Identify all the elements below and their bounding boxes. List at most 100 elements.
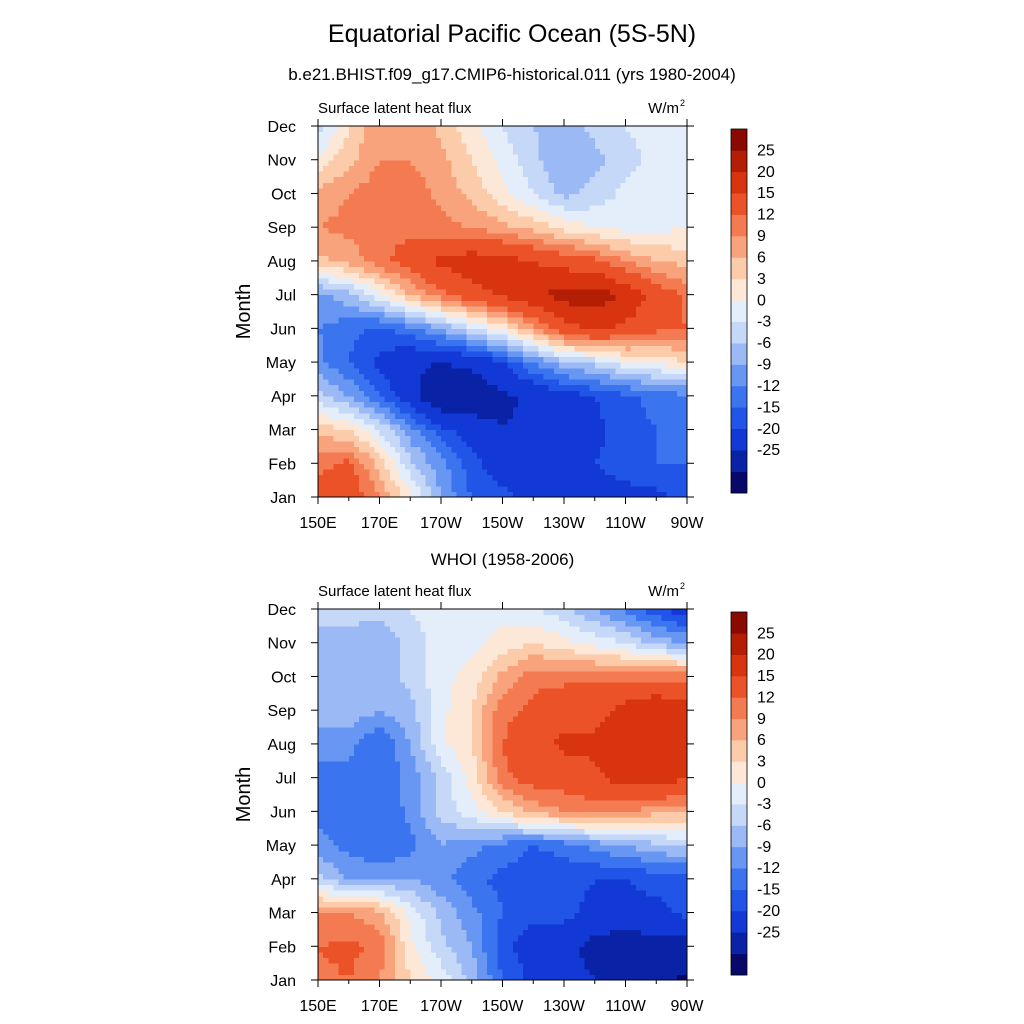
heatmap-cell	[569, 294, 575, 301]
heatmap-cell	[599, 244, 606, 251]
heatmap-cell	[507, 974, 514, 981]
heatmap-cell	[451, 395, 457, 403]
heatmap-cell	[671, 126, 678, 133]
heatmap-cell	[512, 215, 519, 223]
heatmap-cell	[471, 148, 478, 155]
heatmap-cell	[630, 131, 637, 138]
heatmap-cell	[430, 373, 437, 380]
heatmap-cell	[384, 356, 391, 363]
heatmap-cell	[517, 390, 524, 397]
heatmap-cell	[661, 474, 668, 481]
heatmap-cell	[548, 311, 555, 318]
heatmap-cell	[651, 170, 657, 178]
heatmap-cell	[456, 463, 463, 470]
heatmap-cell	[369, 277, 375, 284]
heatmap-cell	[558, 390, 565, 397]
heatmap-cell	[502, 390, 509, 397]
heatmap-cell	[584, 440, 591, 448]
heatmap-cell	[405, 384, 411, 391]
heatmap-cell	[646, 215, 652, 223]
heatmap-cell	[400, 182, 406, 189]
heatmap-cell	[492, 418, 498, 425]
heatmap-cell	[333, 367, 340, 374]
heatmap-cell	[318, 170, 324, 178]
heatmap-cell	[497, 367, 504, 374]
heatmap-cell	[492, 373, 498, 380]
heatmap-cell	[533, 182, 539, 189]
heatmap-cell	[589, 283, 596, 290]
heatmap-cell	[471, 289, 478, 296]
heatmap-cell	[620, 968, 627, 975]
heatmap-cell	[369, 317, 375, 324]
heatmap-cell	[410, 249, 416, 256]
heatmap-cell	[640, 193, 647, 200]
heatmap-cell	[348, 272, 355, 279]
heatmap-cell	[625, 238, 632, 245]
heatmap-cell	[533, 148, 539, 155]
heatmap-cell	[553, 199, 560, 206]
heatmap-cell	[492, 968, 498, 975]
heatmap-cell	[318, 272, 324, 279]
heatmap-cell	[487, 232, 493, 240]
heatmap-cell	[666, 244, 673, 251]
heatmap-cell	[461, 131, 468, 138]
heatmap-cell	[482, 395, 488, 403]
heatmap-cell	[338, 215, 345, 223]
heatmap-cell	[318, 457, 324, 464]
heatmap-cell	[569, 148, 575, 155]
heatmap-cell	[441, 339, 447, 346]
heatmap-cell	[461, 159, 468, 166]
heatmap-cell	[635, 373, 642, 380]
heatmap-cell	[374, 968, 381, 975]
heatmap-cell	[318, 440, 324, 448]
heatmap-cell	[364, 232, 370, 240]
heatmap-cell	[441, 345, 447, 352]
heatmap-cell	[599, 154, 606, 161]
heatmap-cell	[374, 289, 381, 296]
heatmap-cell	[394, 367, 401, 374]
heatmap-cell	[620, 300, 627, 307]
heatmap-cell	[497, 289, 504, 296]
heatmap-cell	[512, 187, 519, 195]
heatmap-cell	[543, 384, 550, 391]
heatmap-cell	[415, 345, 422, 352]
heatmap-cell	[661, 395, 668, 403]
heatmap-cell	[466, 165, 473, 172]
heatmap-cell	[456, 142, 463, 150]
heatmap-cell	[456, 339, 463, 346]
heatmap-cell	[441, 367, 447, 374]
heatmap-cell	[615, 974, 621, 981]
heatmap-cell	[471, 249, 478, 256]
heatmap-cell	[435, 480, 442, 487]
heatmap-cell	[605, 373, 611, 380]
heatmap-cell	[394, 429, 401, 436]
heatmap-cell	[430, 244, 437, 251]
heatmap-cell	[538, 272, 545, 279]
heatmap-cell	[610, 328, 616, 335]
heatmap-cell	[656, 221, 662, 228]
heatmap-cell	[646, 356, 652, 363]
heatmap-cell	[492, 356, 498, 363]
heatmap-cell	[558, 356, 565, 363]
heatmap-cell	[564, 232, 570, 240]
heatmap-cell	[435, 170, 442, 178]
heatmap-cell	[517, 418, 524, 425]
heatmap-cell	[318, 176, 324, 183]
heatmap-cell	[348, 294, 355, 301]
heatmap-cell	[410, 480, 416, 487]
heatmap-cell	[502, 440, 509, 448]
heatmap-cell	[405, 255, 411, 262]
heatmap-cell	[353, 126, 360, 133]
heatmap-cell	[635, 362, 642, 369]
heatmap-cell	[466, 339, 473, 346]
heatmap-cell	[502, 255, 509, 262]
heatmap-cell	[589, 429, 596, 436]
heatmap-cell	[451, 215, 457, 223]
heatmap-cell	[630, 170, 637, 178]
heatmap-cell	[497, 204, 504, 211]
heatmap-cell	[594, 148, 601, 155]
heatmap-cell	[374, 232, 381, 240]
heatmap-cell	[564, 238, 570, 245]
heatmap-cell	[446, 126, 452, 133]
heatmap-cell	[523, 401, 529, 408]
